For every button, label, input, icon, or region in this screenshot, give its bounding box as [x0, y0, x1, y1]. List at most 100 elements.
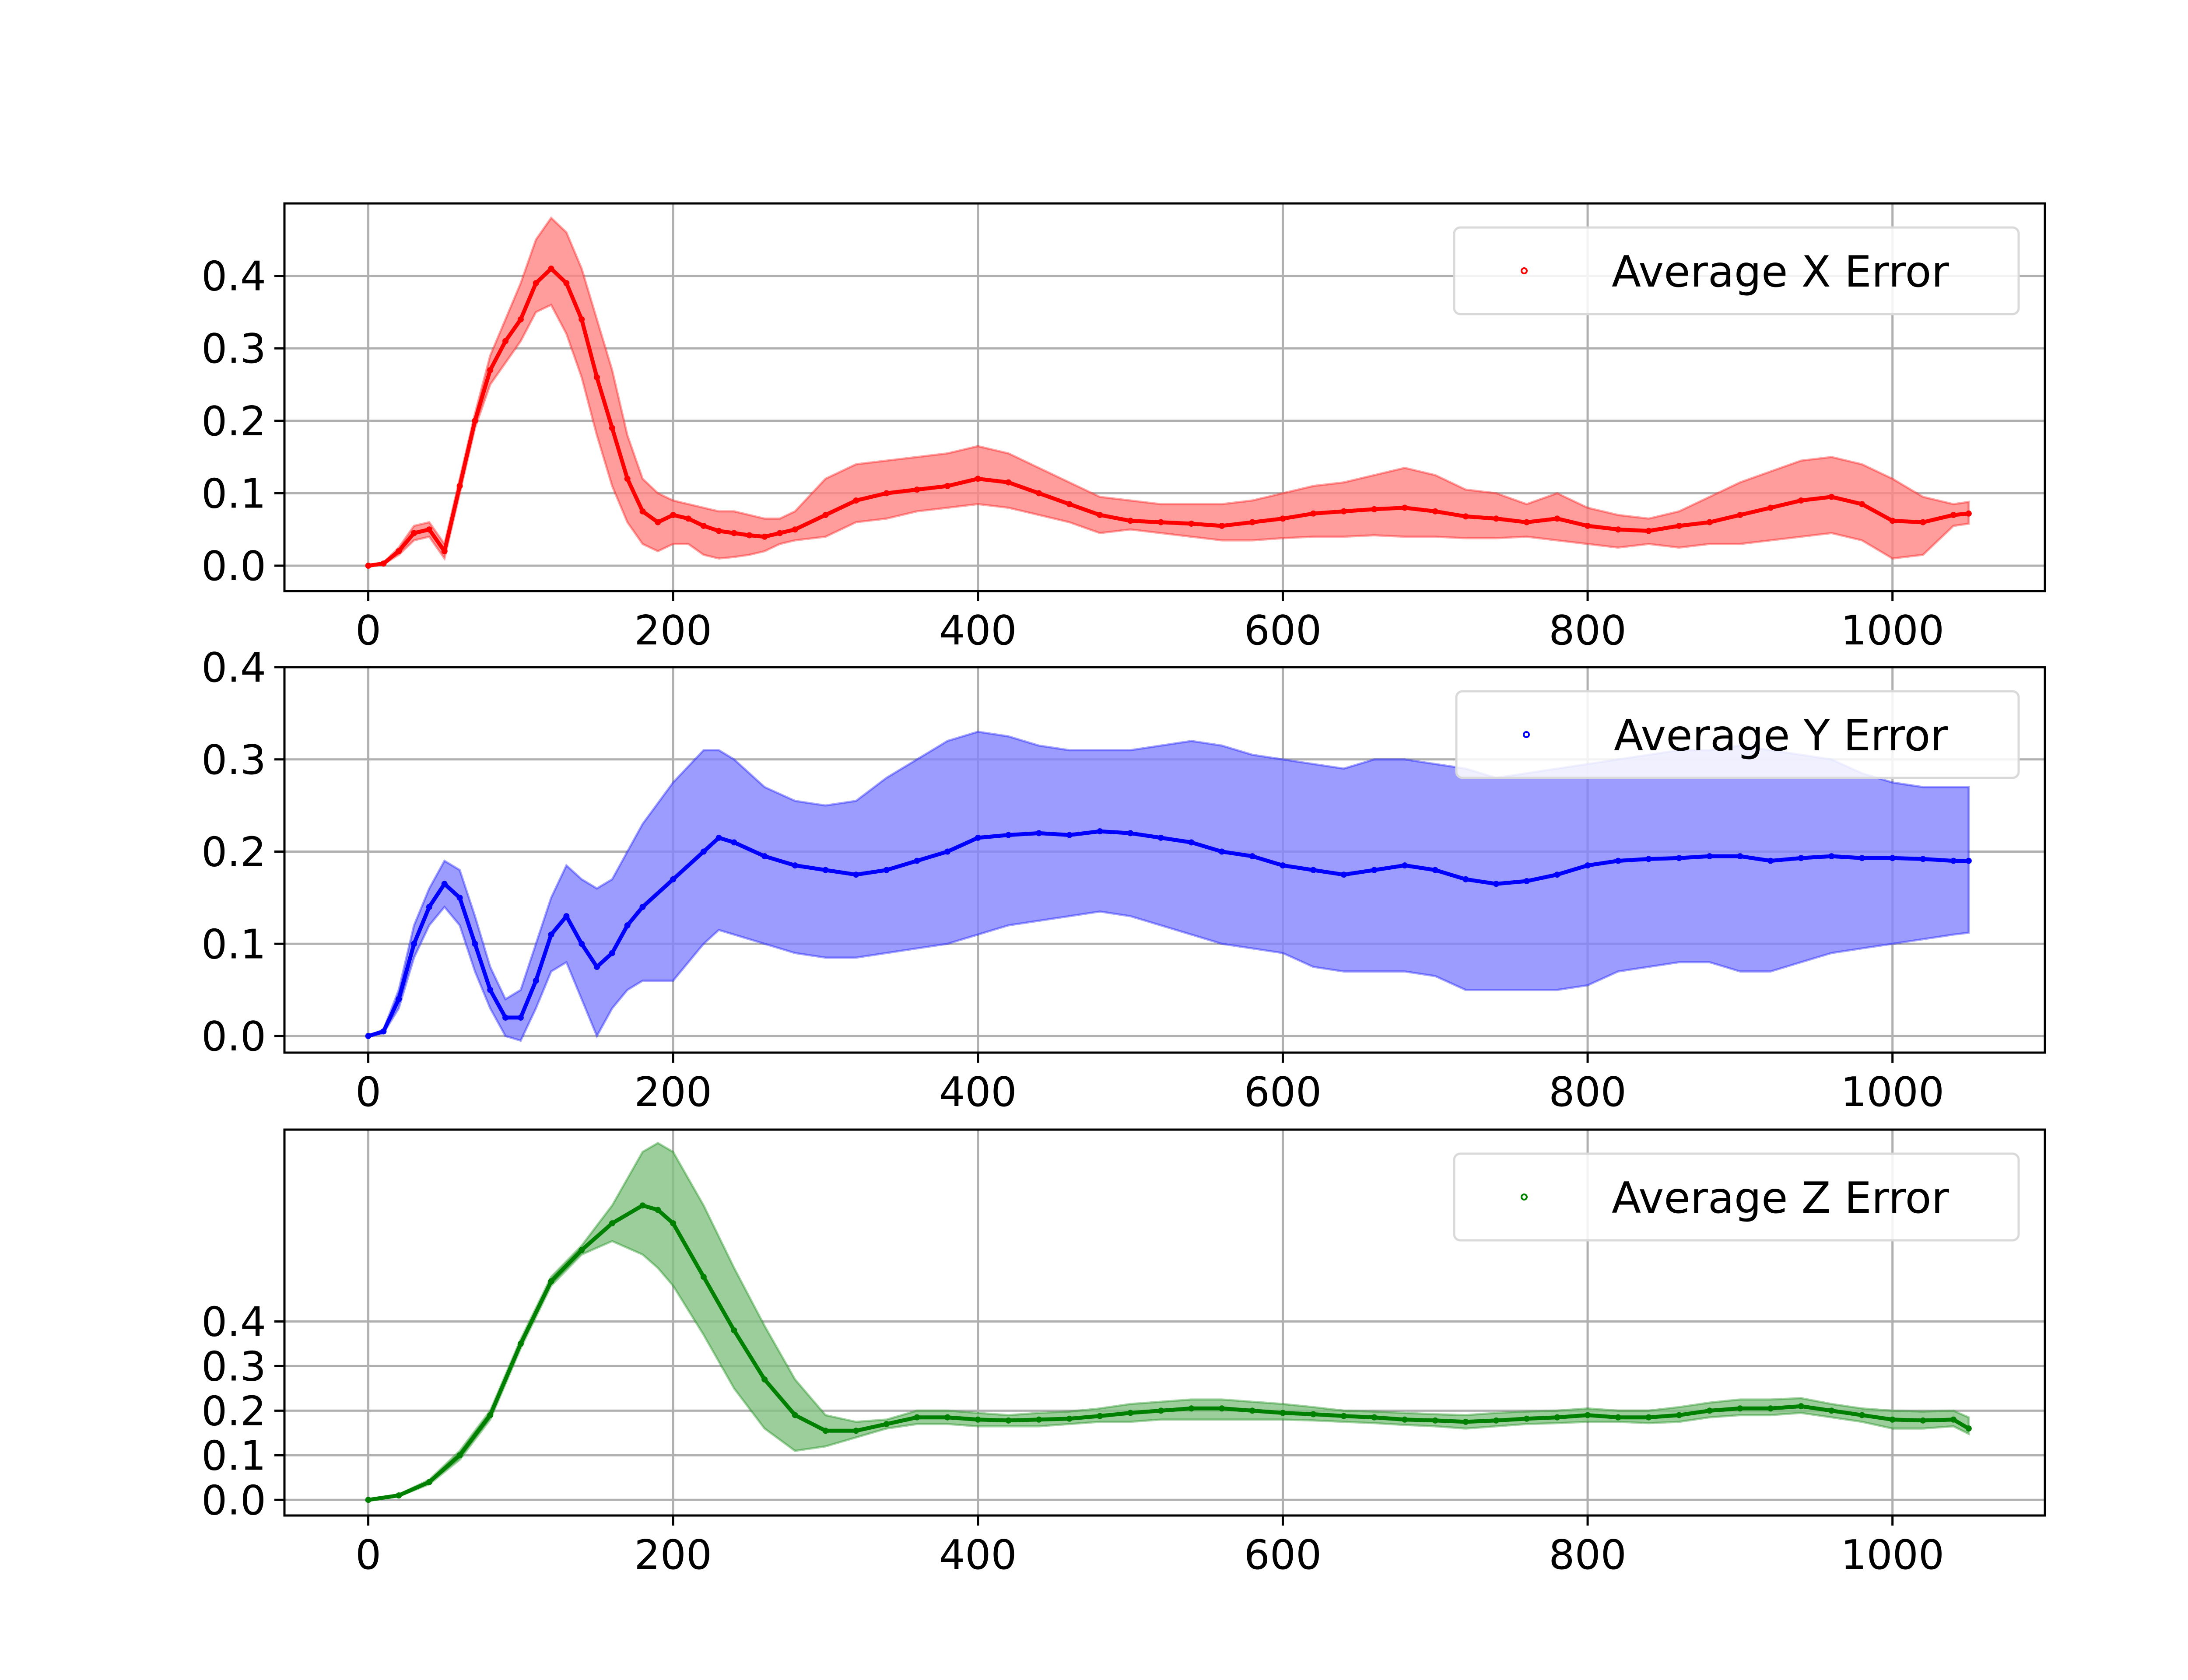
- data-point: [487, 367, 494, 373]
- y-tick-label: 0.1: [201, 1432, 266, 1479]
- data-point: [1066, 501, 1073, 508]
- data-point: [1645, 528, 1652, 534]
- data-point: [1889, 518, 1896, 524]
- data-point: [1280, 515, 1286, 522]
- data-point: [1036, 830, 1042, 836]
- data-point: [1950, 1416, 1957, 1423]
- data-point: [624, 922, 631, 929]
- y-tick-label: 0.4: [201, 253, 266, 300]
- data-point: [365, 1033, 372, 1040]
- data-point: [792, 1412, 798, 1418]
- data-point: [1402, 504, 1408, 511]
- data-point: [944, 483, 951, 489]
- data-point: [1036, 1416, 1042, 1423]
- data-point: [914, 486, 920, 493]
- data-point: [1036, 490, 1042, 497]
- x-tick-label: 600: [1244, 1531, 1322, 1578]
- y-tick-label: 0.1: [201, 920, 266, 968]
- data-point: [426, 526, 432, 533]
- data-point: [456, 894, 463, 901]
- data-point: [594, 963, 600, 970]
- data-point: [1920, 519, 1926, 525]
- data-point: [1737, 1405, 1743, 1412]
- y-tick-label: 0.3: [201, 1343, 266, 1390]
- data-point: [1706, 1407, 1713, 1414]
- legend-box: [1455, 690, 2020, 779]
- data-point: [1676, 522, 1683, 529]
- data-point: [1127, 830, 1134, 836]
- data-point: [792, 526, 798, 533]
- data-point: [1462, 876, 1469, 882]
- data-point: [1188, 520, 1195, 527]
- y-tick-label: 0.0: [201, 542, 266, 590]
- x-tick-label: 400: [939, 1531, 1017, 1578]
- data-point: [944, 1414, 951, 1421]
- data-point: [1462, 513, 1469, 520]
- data-point: [1097, 1413, 1103, 1419]
- data-point: [853, 872, 859, 878]
- data-point: [472, 417, 478, 424]
- data-point: [1767, 1405, 1774, 1412]
- x-tick-label: 0: [355, 1531, 381, 1578]
- subplot-x-error: 0 200 400 600 800 1000 0.0 0.1 0.2 0.3 0.4 Average …: [201, 202, 2046, 654]
- data-point: [579, 1247, 585, 1253]
- data-point: [1965, 510, 1972, 517]
- axes-frame: [283, 202, 2046, 592]
- data-point: [609, 1220, 615, 1227]
- data-point: [1493, 515, 1500, 522]
- data-point: [883, 867, 890, 873]
- data-point: [1889, 1416, 1896, 1423]
- data-point: [579, 316, 585, 322]
- data-point: [1676, 855, 1683, 861]
- axes-frame: [283, 1128, 2046, 1517]
- mean-line-x: [368, 266, 1969, 568]
- data-point: [1615, 526, 1621, 533]
- data-point: [822, 1428, 829, 1434]
- data-point: [1645, 1414, 1652, 1421]
- data-point: [1157, 519, 1164, 525]
- data-point: [1219, 522, 1225, 529]
- y-tick-label: 0.0: [201, 1013, 266, 1060]
- data-point: [639, 903, 646, 910]
- x-tick-label: 800: [1549, 1068, 1627, 1116]
- data-point: [563, 913, 570, 920]
- data-point: [1157, 1407, 1164, 1414]
- data-point: [1737, 512, 1743, 518]
- legend-box: [1453, 226, 2020, 315]
- data-point: [1219, 1405, 1225, 1412]
- data-point: [441, 881, 448, 887]
- data-point: [883, 490, 890, 497]
- data-point: [944, 848, 951, 855]
- data-point: [670, 876, 677, 882]
- data-point: [396, 1492, 402, 1499]
- data-point: [609, 425, 615, 431]
- data-point: [1188, 839, 1195, 846]
- x-tick-label: 1000: [1841, 1068, 1944, 1116]
- data-point: [1097, 512, 1103, 518]
- data-point: [777, 530, 783, 536]
- data-point: [731, 839, 737, 846]
- data-point: [914, 1414, 920, 1421]
- data-point: [396, 996, 402, 1002]
- data-point: [1798, 855, 1804, 861]
- x-tick-label: 1000: [1841, 1531, 1944, 1578]
- data-point: [1859, 855, 1865, 861]
- data-point: [502, 1014, 509, 1021]
- data-point: [1767, 858, 1774, 864]
- x-tick-label: 200: [634, 607, 712, 654]
- data-point: [1965, 858, 1972, 864]
- data-point: [1310, 510, 1317, 517]
- y-tick-label: 0.4: [201, 1298, 266, 1345]
- data-point: [1523, 1415, 1530, 1422]
- data-point: [853, 1428, 859, 1434]
- data-point: [1920, 856, 1926, 862]
- data-point: [1249, 519, 1255, 525]
- x-tick-label: 400: [939, 1068, 1017, 1116]
- data-point: [1340, 872, 1347, 878]
- data-point: [548, 266, 554, 272]
- data-point: [715, 528, 722, 534]
- data-point: [1889, 855, 1896, 861]
- data-point: [1523, 519, 1530, 525]
- data-point: [472, 941, 478, 947]
